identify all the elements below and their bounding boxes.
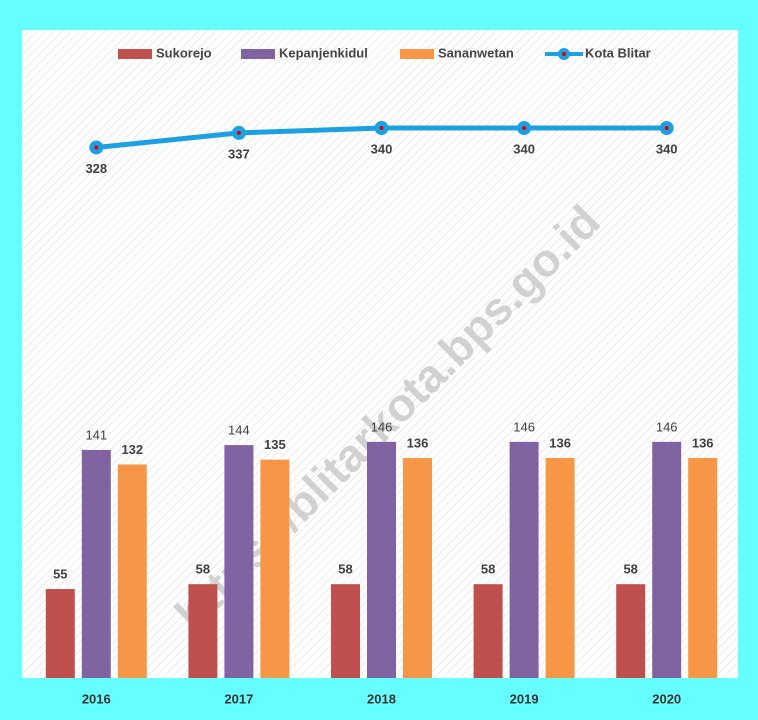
legend-label: Kota Blitar [585, 45, 651, 60]
bar [117, 464, 147, 678]
bar [260, 459, 290, 678]
line-marker-dot [522, 126, 527, 131]
bar [45, 589, 75, 678]
line-marker-dot [94, 145, 99, 150]
data-label: 55 [53, 566, 67, 581]
bar [367, 441, 396, 678]
bar [509, 441, 539, 678]
bar [403, 458, 432, 678]
legend-label: Sukorejo [156, 45, 212, 60]
legend-swatch [118, 49, 152, 59]
bar [331, 584, 360, 678]
data-label: 132 [121, 442, 143, 457]
x-tick-label: 2018 [367, 691, 396, 706]
line-marker-dot [379, 126, 384, 131]
bar [652, 441, 682, 678]
bar [616, 584, 646, 678]
x-tick-label: 2019 [510, 691, 539, 706]
data-label: 340 [513, 141, 535, 156]
legend-marker-dot [562, 52, 566, 56]
data-label: 141 [85, 427, 107, 442]
data-label: 144 [228, 423, 250, 438]
x-tick-label: 2017 [224, 691, 253, 706]
data-label: 146 [371, 419, 393, 434]
legend-label: Kepanjenkidul [279, 45, 368, 60]
data-label: 146 [656, 419, 678, 434]
data-label: 58 [623, 562, 637, 577]
bar [81, 449, 111, 678]
legend-swatch [400, 49, 434, 59]
data-label: 337 [228, 146, 250, 161]
x-tick-label: 2020 [652, 691, 681, 706]
data-label: 58 [338, 562, 352, 577]
data-label: 136 [549, 435, 571, 450]
bar [224, 445, 254, 678]
data-label: 328 [85, 161, 107, 176]
line-marker-dot [664, 126, 669, 131]
bar [188, 584, 218, 678]
data-label: 58 [196, 562, 210, 577]
data-label: 136 [692, 435, 714, 450]
bar [473, 584, 503, 678]
data-label: 340 [371, 141, 393, 156]
line-marker-dot [236, 130, 241, 135]
bar [545, 458, 575, 678]
data-label: 146 [513, 419, 535, 434]
legend-swatch [241, 49, 275, 59]
bar [688, 458, 718, 678]
x-tick-label: 2016 [82, 691, 111, 706]
data-label: 136 [407, 435, 429, 450]
legend-label: Sananwetan [438, 45, 514, 60]
data-label: 58 [481, 562, 495, 577]
data-label: 340 [656, 141, 678, 156]
data-label: 135 [264, 437, 286, 452]
